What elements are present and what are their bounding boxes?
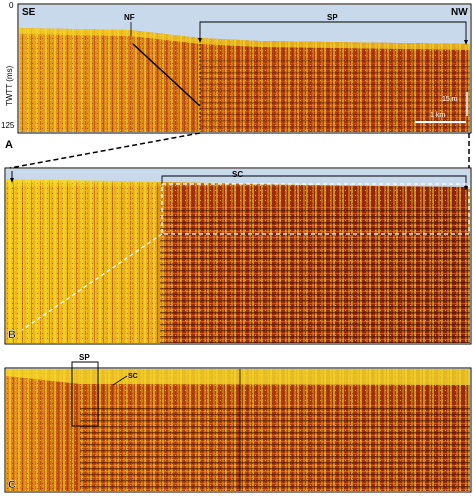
sp-box-c	[71, 361, 99, 427]
panel-letter-a: A	[5, 139, 13, 151]
panel-a-frame	[17, 3, 472, 134]
y-tick-top: 0	[9, 1, 14, 10]
sc-label-c: SC	[128, 373, 138, 380]
scale-horizontal-label: 1 km	[430, 112, 445, 119]
panel-b-frame	[4, 167, 472, 345]
y-tick-bottom: 125	[1, 121, 15, 130]
nw-label: NW	[451, 7, 468, 18]
panel-letter-c: C	[8, 479, 16, 491]
panel-c-frame	[4, 367, 472, 493]
y-axis-label: TWTT (ms)	[5, 65, 14, 106]
se-label: SE	[22, 7, 36, 18]
fault-line	[132, 43, 201, 107]
panel-letter-b: B	[8, 329, 16, 341]
sp-bracket	[199, 21, 467, 40]
panel-b-zoom-box	[161, 183, 470, 235]
fault-label: NF	[124, 13, 135, 22]
panel-c: SP SC C	[4, 353, 472, 493]
scale-vertical-label: 15 m	[442, 96, 458, 103]
panel-a: NF SP SE NW 0 125 TWTT (ms) 15 m 1 km A	[1, 1, 472, 151]
panel-b: SC B	[4, 167, 472, 345]
sc-bracket-b	[161, 175, 467, 188]
sc-label-b: SC	[232, 170, 243, 179]
sp-label-c: SP	[79, 353, 90, 362]
zoom-line-left	[9, 132, 201, 169]
sp-label-a: SP	[327, 13, 338, 22]
